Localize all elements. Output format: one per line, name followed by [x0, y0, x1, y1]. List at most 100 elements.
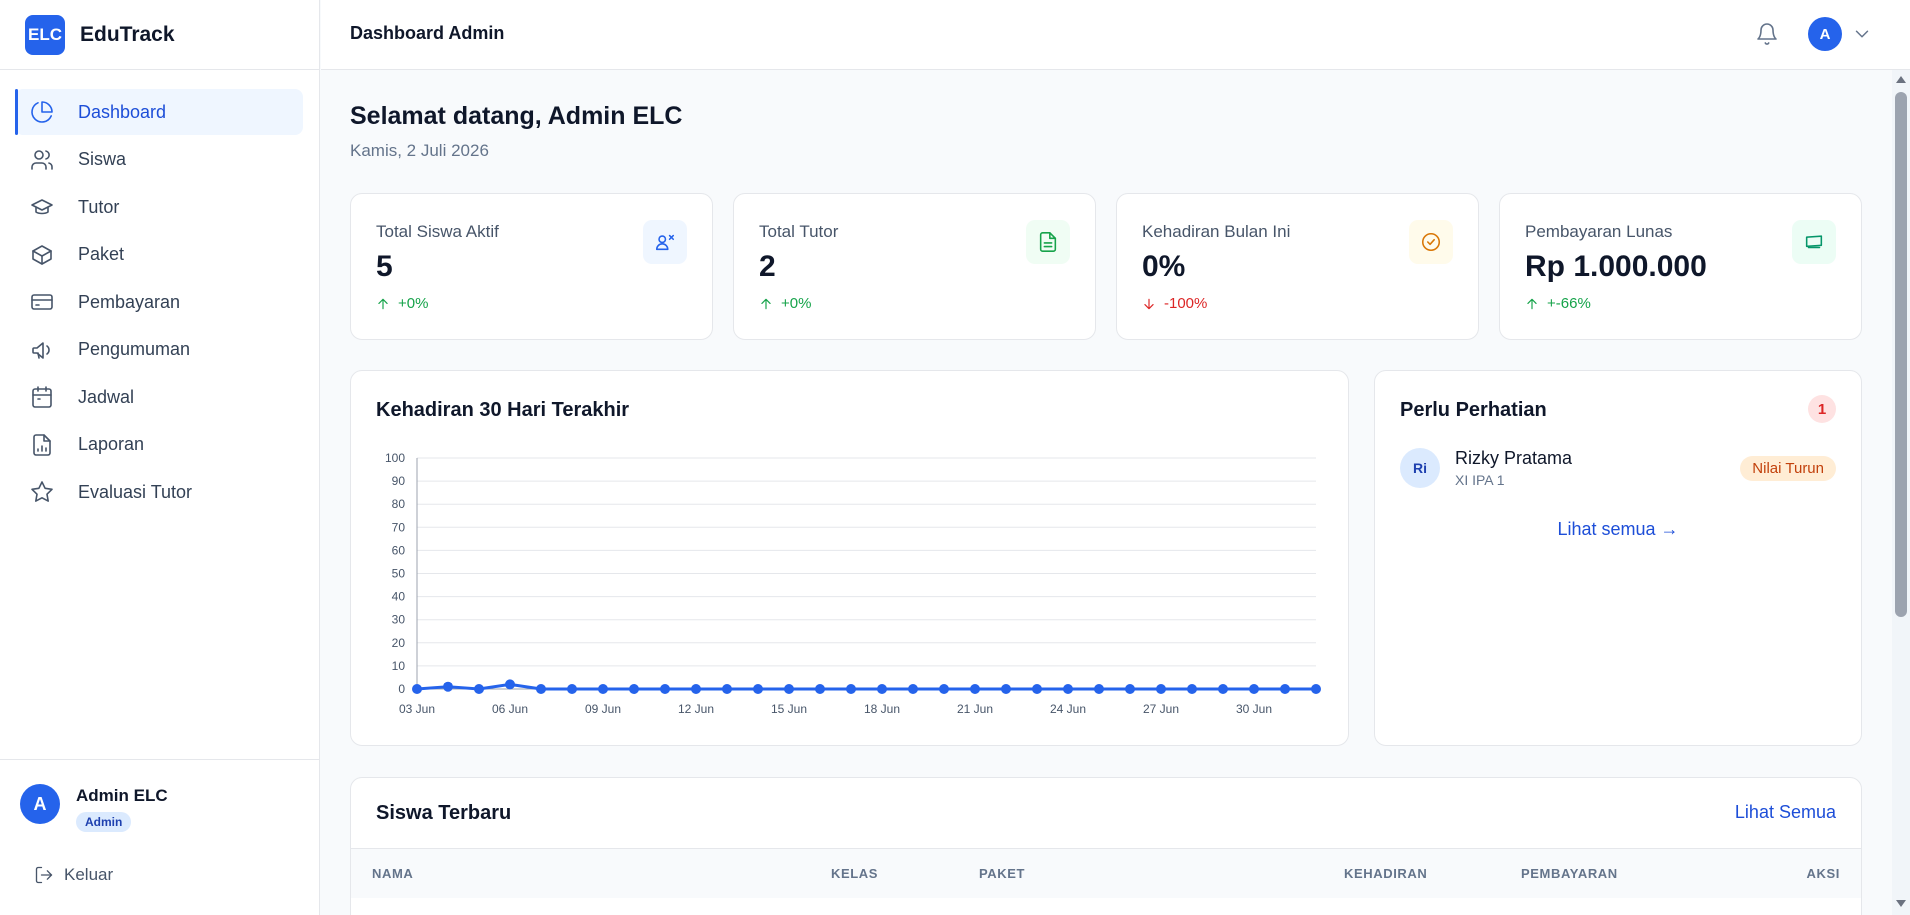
logout-button[interactable]: Keluar — [34, 865, 113, 885]
data-point — [815, 684, 825, 694]
stat-delta: +0% — [759, 295, 811, 312]
stat-delta-value: +-66% — [1547, 295, 1591, 312]
student-name[interactable]: Rizky Pratama — [1455, 448, 1573, 468]
sidebar-item-dashboard[interactable]: Dashboard — [15, 89, 303, 135]
top-header: Dashboard Admin A — [321, 0, 1910, 70]
y-tick-label: 60 — [392, 543, 406, 557]
stat-delta: +-66% — [1525, 295, 1591, 312]
data-point — [1187, 684, 1197, 694]
data-point — [1094, 684, 1104, 694]
stat-delta-value: +0% — [781, 295, 812, 312]
stat-icon — [643, 220, 687, 264]
sidebar-item-label: Tutor — [78, 196, 120, 217]
scroll-up-arrow[interactable] — [1896, 76, 1906, 83]
attention-title: Perlu Perhatian — [1400, 399, 1547, 421]
scrollbar-thumb[interactable] — [1895, 92, 1907, 617]
pie-chart-icon — [31, 101, 53, 123]
column-header-kehadiran[interactable]: KEHADIRAN — [1344, 866, 1428, 881]
credit-card-icon — [31, 294, 53, 310]
data-point — [1001, 684, 1011, 694]
notifications-button[interactable] — [1755, 22, 1779, 46]
x-tick-label: 21 Jun — [957, 702, 993, 716]
y-tick-label: 90 — [392, 474, 406, 488]
sidebar-item-paket[interactable]: Paket — [15, 232, 303, 278]
stat-card-total-siswa: Total Siswa Aktif 5 +0% — [350, 193, 713, 340]
data-point — [908, 684, 918, 694]
status-badge: Nilai Turun — [1740, 456, 1836, 481]
see-all-attention-link[interactable]: Lihat semua → — [1557, 519, 1679, 539]
stat-card-pembayaran: Pembayaran Lunas Rp 1.000.000 +-66% — [1499, 193, 1862, 340]
sidebar-item-pengumuman[interactable]: Pengumuman — [15, 327, 303, 373]
data-point — [567, 684, 577, 694]
data-point — [474, 684, 484, 694]
file-chart-icon — [33, 433, 51, 456]
x-tick-label: 12 Jun — [678, 702, 714, 716]
data-point — [1063, 684, 1073, 694]
header-avatar[interactable]: A — [1808, 17, 1842, 51]
current-user: A Admin ELC Admin — [20, 784, 168, 832]
x-tick-label: 30 Jun — [1236, 702, 1272, 716]
data-point — [629, 684, 639, 694]
sidebar-item-label: Paket — [78, 244, 125, 264]
data-point — [1156, 684, 1166, 694]
sidebar-item-label: Evaluasi Tutor — [78, 481, 193, 502]
arrow-up-icon — [761, 298, 771, 309]
data-point — [784, 684, 794, 694]
sidebar-item-pembayaran[interactable]: Pembayaran — [15, 279, 303, 325]
y-tick-label: 0 — [398, 682, 405, 696]
x-tick-label: 03 Jun — [399, 702, 435, 716]
sidebar-item-label: Dashboard — [78, 101, 167, 122]
welcome-heading: Selamat datang, Admin ELC — [350, 102, 683, 130]
sidebar-item-tutor[interactable]: Tutor — [15, 184, 303, 230]
current-date: Kamis, 2 Juli 2026 — [350, 141, 489, 160]
y-tick-label: 100 — [385, 451, 405, 465]
sidebar-item-jadwal[interactable]: Jadwal — [15, 374, 303, 420]
column-header-pembayaran[interactable]: PEMBAYARAN — [1521, 866, 1618, 881]
data-point — [412, 684, 422, 694]
data-point — [660, 684, 670, 694]
user-name: Admin ELC — [76, 786, 168, 805]
arrow-up-icon — [1527, 298, 1537, 309]
column-header-aksi[interactable]: AKSI — [1806, 866, 1840, 881]
stat-label: Kehadiran Bulan Ini — [1142, 222, 1291, 241]
series-line — [416, 682, 1316, 691]
student-class: XI IPA 1 — [1455, 472, 1505, 488]
sidebar-item-evaluasi-tutor[interactable]: Evaluasi Tutor — [15, 469, 303, 515]
sidebar-item-label: Pembayaran — [78, 291, 181, 312]
stat-value: 0% — [1142, 250, 1186, 283]
sidebar-item-label: Jadwal — [78, 386, 135, 407]
chevron-down-icon — [1855, 30, 1869, 38]
column-header-nama[interactable]: NAMA — [372, 866, 414, 881]
arrow-down-icon — [1144, 298, 1154, 309]
sidebar-item-label: Pengumuman — [78, 339, 191, 359]
brand-name: EduTrack — [80, 22, 175, 46]
sidebar: ELC EduTrack Dashboard Siswa Tutor Paket… — [0, 0, 320, 915]
data-point — [877, 684, 887, 694]
bell-icon — [1757, 23, 1777, 45]
data-point — [536, 684, 546, 694]
user-menu-toggle[interactable] — [1851, 23, 1873, 45]
megaphone-icon — [32, 341, 50, 359]
package-icon — [32, 244, 52, 265]
x-tick-label: 18 Jun — [864, 702, 900, 716]
data-point — [1249, 684, 1259, 694]
data-point — [722, 684, 732, 694]
stat-card-kehadiran: Kehadiran Bulan Ini 0% -100% — [1116, 193, 1479, 340]
column-header-paket[interactable]: PAKET — [979, 866, 1026, 881]
see-all-students-link[interactable]: Lihat Semua — [1734, 802, 1836, 822]
stat-icon — [1792, 220, 1836, 264]
scroll-down-arrow[interactable] — [1896, 900, 1906, 907]
stat-delta: -100% — [1142, 295, 1207, 312]
data-point — [1125, 684, 1135, 694]
brand: ELC EduTrack — [0, 0, 319, 70]
y-tick-label: 40 — [392, 590, 406, 604]
column-header-kelas[interactable]: KELAS — [831, 866, 879, 881]
data-point — [753, 684, 763, 694]
stat-label: Total Tutor — [759, 222, 839, 241]
brand-logo[interactable]: ELC — [25, 14, 65, 55]
sidebar-item-laporan[interactable]: Laporan — [15, 422, 303, 468]
data-point — [443, 681, 453, 692]
users-icon — [655, 234, 675, 251]
sidebar-item-siswa[interactable]: Siswa — [15, 137, 303, 183]
avatar: A — [20, 784, 60, 824]
